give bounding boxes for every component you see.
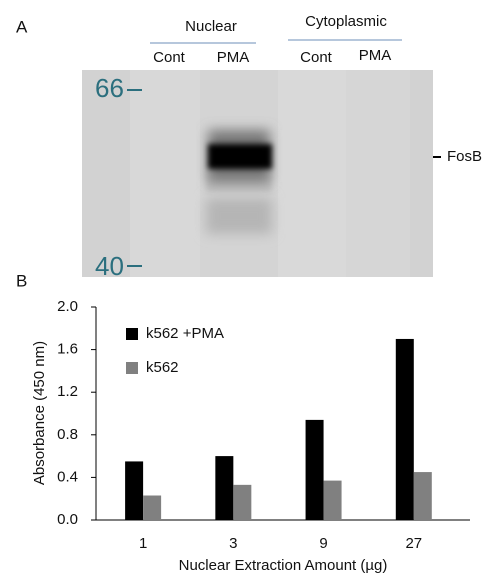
band-label: FosB	[447, 148, 482, 165]
y-tick-label: 0.8	[57, 426, 78, 443]
y-tick-label: 0.4	[57, 468, 78, 485]
mw-marker: 40	[95, 251, 124, 281]
group-label: Nuclear	[185, 18, 237, 35]
panel-label: A	[16, 17, 28, 36]
y-tick-label: 0.0	[57, 511, 78, 528]
blot-image	[82, 70, 433, 277]
lane-label: PMA	[359, 47, 392, 64]
panel-label: B	[16, 271, 27, 290]
bar	[233, 484, 252, 520]
bar	[323, 480, 342, 520]
bar	[143, 495, 162, 520]
lane-label: Cont	[300, 49, 333, 66]
bar	[395, 338, 414, 520]
legend-swatch	[126, 362, 138, 374]
legend-swatch	[126, 328, 138, 340]
mw-marker: 66	[95, 73, 124, 103]
y-tick-label: 2.0	[57, 298, 78, 315]
x-tick-label: 1	[139, 535, 147, 552]
lane-label: Cont	[153, 49, 186, 66]
bar	[215, 456, 234, 520]
y-tick-label: 1.6	[57, 341, 78, 358]
x-tick-label: 27	[405, 535, 422, 552]
legend-label: k562	[146, 359, 179, 376]
legend-label: k562 +PMA	[146, 325, 224, 342]
x-axis-label: Nuclear Extraction Amount (µg)	[179, 557, 388, 574]
group-label: Cytoplasmic	[305, 13, 387, 30]
bar	[125, 461, 144, 520]
x-tick-label: 9	[319, 535, 327, 552]
lane-label: PMA	[217, 49, 250, 66]
y-tick-label: 1.2	[57, 383, 78, 400]
y-axis-label: Absorbance (450 nm)	[31, 341, 48, 485]
bar	[305, 419, 324, 520]
bar	[413, 472, 432, 520]
x-tick-label: 3	[229, 535, 237, 552]
